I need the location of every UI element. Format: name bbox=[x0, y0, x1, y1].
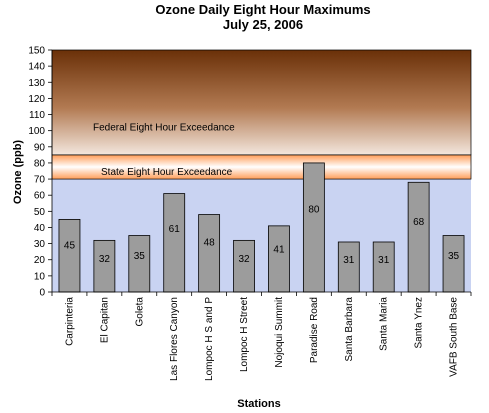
y-tick-label: 60 bbox=[34, 191, 46, 202]
y-tick-label: 150 bbox=[28, 46, 45, 57]
x-tick-label: Lompoc H Street bbox=[239, 297, 250, 372]
y-tick-label: 40 bbox=[34, 223, 46, 234]
bar-value-label: 35 bbox=[134, 251, 146, 262]
x-tick-label: VAFB South Base bbox=[449, 297, 460, 377]
bar-value-label: 32 bbox=[99, 254, 111, 265]
bar bbox=[407, 181, 430, 293]
bar-value-label: 80 bbox=[308, 204, 320, 215]
x-tick-label: Las Flores Canyon bbox=[169, 297, 180, 381]
y-tick-label: 100 bbox=[28, 126, 45, 137]
y-tick-label: 20 bbox=[34, 255, 46, 266]
y-tick-label: 10 bbox=[34, 271, 46, 282]
bar-value-label: 32 bbox=[238, 254, 250, 265]
chart-subtitle: July 25, 2006 bbox=[223, 17, 303, 32]
y-axis: 0 10 20 30 40 50 60 70 80 90 100 110 120 130 140 150 bbox=[28, 46, 53, 299]
bar bbox=[198, 214, 221, 293]
bar bbox=[268, 225, 290, 293]
y-tick-label: 30 bbox=[34, 239, 46, 250]
bar bbox=[302, 162, 325, 293]
state-exceedance-band bbox=[51, 154, 472, 180]
x-tick-label: Santa Maria bbox=[379, 297, 390, 351]
x-tick-label: Lompoc H S and P bbox=[204, 297, 215, 381]
y-tick-label: 80 bbox=[34, 158, 46, 169]
bar bbox=[163, 193, 186, 293]
x-axis-label: Stations bbox=[237, 398, 280, 410]
x-tick-label: Paradise Road bbox=[309, 297, 320, 363]
x-tick-label: El Capitan bbox=[99, 297, 110, 343]
x-tick-label: Goleta bbox=[134, 297, 145, 327]
y-tick-label: 90 bbox=[34, 142, 46, 153]
bar-value-label: 68 bbox=[413, 217, 425, 228]
bar-value-label: 35 bbox=[448, 251, 460, 262]
y-tick-label: 130 bbox=[28, 78, 45, 89]
bar bbox=[372, 241, 395, 293]
state-band-label: State Eight Hour Exceedance bbox=[101, 167, 233, 178]
y-tick-label: 70 bbox=[34, 175, 46, 186]
bar-value-label: 41 bbox=[273, 245, 285, 256]
x-tick-label: Santa Barbara bbox=[344, 297, 355, 362]
chart-title: Ozone Daily Eight Hour Maximums bbox=[155, 2, 370, 17]
bar-value-label: 61 bbox=[169, 224, 181, 235]
y-tick-label: 0 bbox=[39, 288, 45, 299]
x-tick-label: Carpinteria bbox=[64, 297, 75, 346]
x-axis: Carpinteria El Capitan Goleta Las Flores Ca… bbox=[51, 291, 472, 381]
bar bbox=[233, 239, 255, 293]
x-tick-label: Santa Ynez bbox=[414, 297, 425, 349]
bars-layer: 45 32 35 61 48 32 41 80 31 31 68 35 bbox=[58, 162, 465, 293]
y-tick-label: 50 bbox=[34, 207, 46, 218]
below-band-area bbox=[52, 179, 471, 292]
bar bbox=[128, 235, 151, 293]
y-axis-label: Ozone (ppb) bbox=[12, 140, 24, 204]
bar-value-label: 31 bbox=[378, 255, 390, 266]
bar-value-label: 48 bbox=[204, 237, 216, 248]
bar bbox=[442, 235, 465, 293]
x-tick-label: Nojoqui Summit bbox=[274, 297, 285, 368]
y-tick-label: 110 bbox=[29, 110, 45, 121]
federal-band-label: Federal Eight Hour Exceedance bbox=[93, 123, 235, 134]
bar-value-label: 45 bbox=[64, 241, 76, 252]
bar bbox=[337, 241, 360, 293]
y-tick-label: 120 bbox=[28, 94, 45, 105]
y-tick-label: 140 bbox=[28, 62, 45, 73]
bar bbox=[58, 218, 81, 293]
federal-exceedance-band bbox=[51, 49, 472, 156]
bar bbox=[93, 239, 116, 293]
bar-value-label: 31 bbox=[343, 255, 355, 266]
